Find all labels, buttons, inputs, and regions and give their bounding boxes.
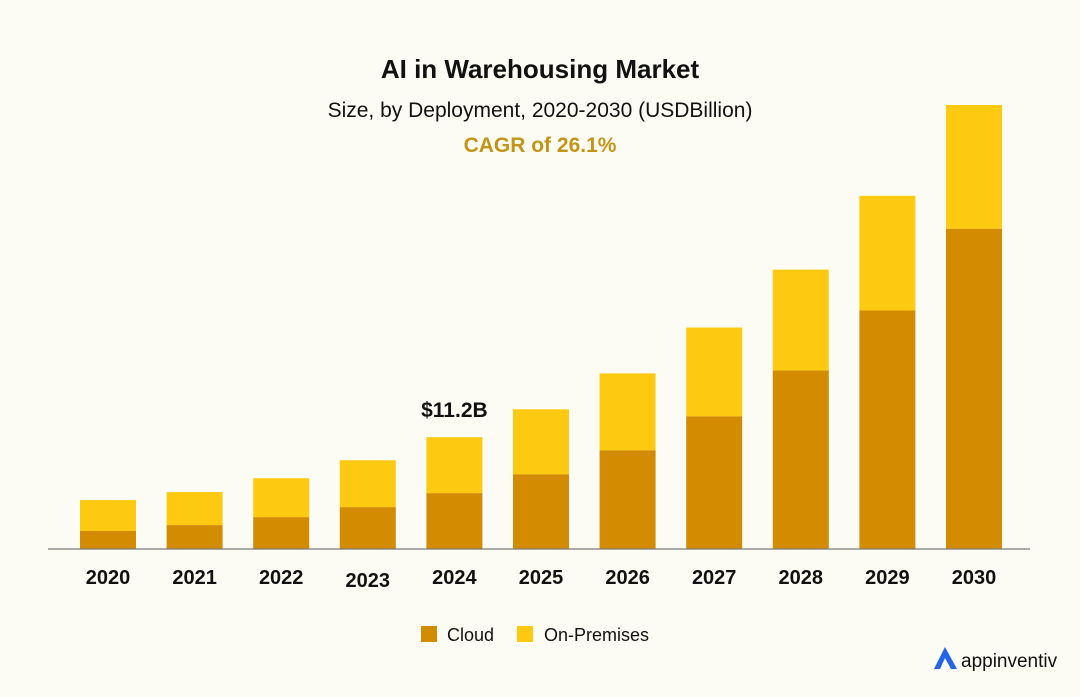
legend-label-cloud: Cloud bbox=[447, 625, 494, 645]
x-tick-2025: 2025 bbox=[519, 567, 564, 589]
bar-cloud-2020 bbox=[80, 531, 136, 549]
bar-on-premises-2022 bbox=[253, 478, 310, 518]
bar-cloud-2026 bbox=[599, 450, 656, 549]
bar-cloud-2027 bbox=[686, 416, 743, 549]
bar-on-premises-2030 bbox=[946, 105, 1002, 229]
bar-on-premises-2025 bbox=[513, 409, 569, 475]
bar-cloud-2021 bbox=[166, 525, 223, 549]
bar-cloud-2025 bbox=[513, 474, 569, 549]
bar-cloud-2029 bbox=[859, 310, 916, 549]
legend-label-on-premises: On-Premises bbox=[544, 625, 649, 645]
brand-name: appinventiv bbox=[961, 651, 1058, 672]
bar-cloud-2023 bbox=[339, 507, 396, 549]
bar-on-premises-2024 bbox=[426, 437, 483, 494]
bar-on-premises-2021 bbox=[166, 492, 223, 525]
bar-on-premises-2029 bbox=[859, 195, 916, 311]
x-tick-2026: 2026 bbox=[605, 567, 650, 589]
x-tick-2021: 2021 bbox=[172, 567, 217, 589]
cagr-annotation: CAGR of 26.1% bbox=[464, 134, 617, 157]
x-tick-labels: 2020 2021 2022 2023 2024 2025 2026 2027 2028 2029… bbox=[86, 567, 997, 592]
x-tick-2020: 2020 bbox=[86, 567, 131, 589]
legend-swatch-on-premises bbox=[517, 626, 533, 642]
x-tick-2023: 2023 bbox=[346, 570, 391, 592]
x-tick-2022: 2022 bbox=[259, 567, 304, 589]
bar-on-premises-2026 bbox=[599, 373, 656, 451]
bar-cloud-2022 bbox=[253, 517, 310, 549]
x-tick-2027: 2027 bbox=[692, 567, 737, 589]
legend-swatch-cloud bbox=[421, 626, 437, 642]
brand-logo: appinventiv bbox=[934, 647, 1058, 672]
bar-on-premises-2020 bbox=[80, 500, 136, 531]
data-labels: $11.2B bbox=[421, 399, 488, 422]
bar-cloud-2024 bbox=[426, 493, 483, 549]
x-tick-2028: 2028 bbox=[779, 567, 824, 589]
x-tick-2029: 2029 bbox=[865, 567, 910, 589]
bar-on-premises-2023 bbox=[339, 460, 396, 508]
bars-group bbox=[80, 105, 1002, 549]
chart-title: AI in Warehousing Market bbox=[381, 54, 700, 84]
chart-subtitle: Size, by Deployment, 2020-2030 (USDBilli… bbox=[328, 99, 753, 122]
logo-icon bbox=[934, 647, 957, 669]
bar-cloud-2028 bbox=[772, 370, 829, 549]
bar-on-premises-2027 bbox=[686, 327, 743, 417]
x-tick-2024: 2024 bbox=[432, 567, 477, 589]
bar-cloud-2030 bbox=[946, 228, 1002, 549]
x-tick-2030: 2030 bbox=[952, 567, 997, 589]
legend: Cloud On-Premises bbox=[421, 625, 649, 645]
data-label-2024: $11.2B bbox=[421, 399, 488, 422]
bar-on-premises-2028 bbox=[772, 269, 829, 371]
